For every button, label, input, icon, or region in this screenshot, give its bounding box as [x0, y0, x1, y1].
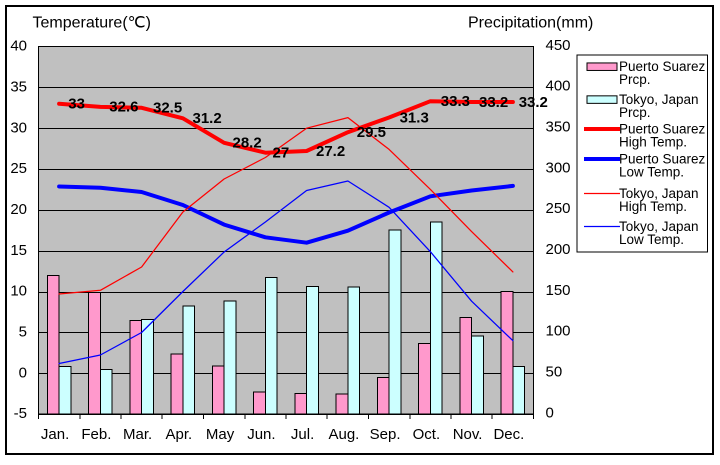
svg-text:25: 25 — [10, 160, 27, 177]
svg-text:Aug.: Aug. — [328, 426, 359, 443]
svg-text:32.5: 32.5 — [153, 100, 182, 117]
svg-text:Feb.: Feb. — [81, 426, 111, 443]
svg-text:Oct.: Oct. — [413, 426, 441, 443]
svg-text:0: 0 — [19, 364, 27, 381]
svg-text:Low Temp.: Low Temp. — [619, 232, 684, 247]
svg-text:High Temp.: High Temp. — [619, 135, 687, 150]
svg-text:10: 10 — [10, 283, 27, 300]
svg-text:Low Temp.: Low Temp. — [619, 165, 684, 180]
svg-text:Nov.: Nov. — [453, 426, 483, 443]
svg-text:28.2: 28.2 — [233, 135, 262, 152]
svg-text:Puerto Suarez: Puerto Suarez — [619, 152, 706, 167]
svg-text:Jun.: Jun. — [247, 426, 275, 443]
svg-text:31.3: 31.3 — [400, 109, 429, 126]
svg-text:27: 27 — [273, 145, 290, 162]
svg-text:400: 400 — [546, 78, 571, 95]
svg-text:32.6: 32.6 — [109, 99, 138, 116]
svg-text:Jan.: Jan. — [41, 426, 69, 443]
svg-text:100: 100 — [546, 323, 571, 340]
svg-text:Puerto Suarez: Puerto Suarez — [619, 122, 706, 137]
svg-text:May: May — [206, 426, 235, 443]
svg-text:Tokyo, Japan: Tokyo, Japan — [619, 186, 699, 201]
svg-text:31.2: 31.2 — [193, 110, 222, 127]
svg-text:Temperature(℃): Temperature(℃) — [33, 15, 151, 32]
svg-text:40: 40 — [10, 38, 27, 55]
svg-text:Prcp.: Prcp. — [619, 105, 651, 120]
svg-text:Prcp.: Prcp. — [619, 72, 651, 87]
svg-text:33: 33 — [68, 96, 85, 113]
svg-text:50: 50 — [546, 364, 563, 381]
svg-text:30: 30 — [10, 119, 27, 136]
svg-text:20: 20 — [10, 201, 27, 218]
svg-text:Apr.: Apr. — [166, 426, 193, 443]
svg-text:5: 5 — [19, 324, 27, 341]
svg-text:300: 300 — [546, 159, 571, 176]
svg-text:33.2: 33.2 — [479, 94, 508, 111]
svg-text:200: 200 — [546, 241, 571, 258]
svg-text:250: 250 — [546, 200, 571, 217]
svg-text:Dec.: Dec. — [493, 426, 524, 443]
svg-text:33.3: 33.3 — [441, 93, 470, 110]
svg-text:35: 35 — [10, 79, 27, 96]
svg-text:Puerto Suarez: Puerto Suarez — [619, 59, 706, 74]
svg-text:33.2: 33.2 — [519, 94, 548, 111]
svg-text:Precipitation(mm): Precipitation(mm) — [468, 15, 593, 32]
svg-text:350: 350 — [546, 119, 571, 136]
svg-text:Tokyo, Japan: Tokyo, Japan — [619, 92, 699, 107]
svg-text:Mar.: Mar. — [123, 426, 152, 443]
svg-text:Jul.: Jul. — [291, 426, 314, 443]
svg-text:-5: -5 — [14, 405, 27, 422]
svg-text:150: 150 — [546, 282, 571, 299]
svg-text:Tokyo, Japan: Tokyo, Japan — [619, 219, 699, 234]
svg-text:Sep.: Sep. — [370, 426, 401, 443]
svg-text:0: 0 — [546, 404, 554, 421]
svg-text:27.2: 27.2 — [316, 143, 345, 160]
svg-text:29.5: 29.5 — [357, 124, 386, 141]
svg-text:15: 15 — [10, 242, 27, 259]
svg-text:450: 450 — [546, 37, 571, 54]
svg-text:High Temp.: High Temp. — [619, 199, 687, 214]
